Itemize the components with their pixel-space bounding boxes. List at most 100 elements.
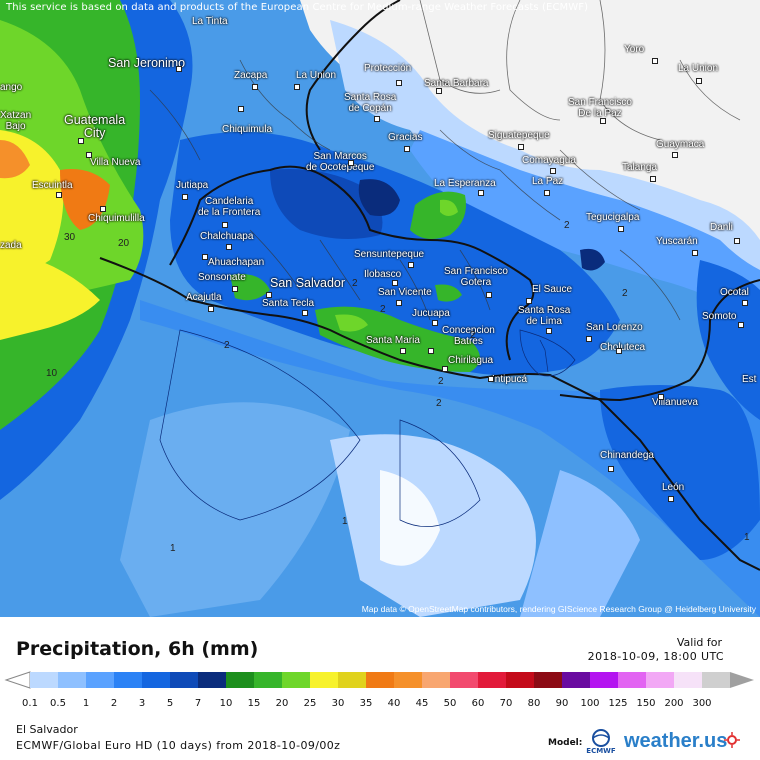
el-salvador-border	[169, 165, 535, 361]
city-label: La Union	[678, 63, 719, 74]
city-label: Ahuachapan	[208, 257, 265, 268]
brand-logo[interactable]: weather.us	[624, 730, 727, 753]
city-label: Santa Rosa de Lima	[518, 305, 571, 327]
city-marker	[668, 496, 674, 502]
legend-label: 300	[692, 698, 711, 709]
city-label: Villa Nueva	[90, 157, 141, 168]
legend-label: 200	[664, 698, 683, 709]
city-label: Santa Maria	[366, 335, 420, 346]
city-label: San Jeronimo	[108, 56, 186, 70]
city-marker	[404, 146, 410, 152]
city-label: Tegucigalpa	[586, 212, 640, 223]
city-marker	[176, 66, 182, 72]
legend-swatch	[590, 672, 618, 688]
city-label: Jutiapa	[176, 180, 209, 191]
city-marker	[222, 222, 228, 228]
legend-label: 30	[332, 698, 345, 709]
legend-label: 80	[528, 698, 541, 709]
city-label: La Esperanza	[434, 178, 496, 189]
city-label: San Francisco De la Paz	[568, 97, 632, 119]
city-marker	[652, 58, 658, 64]
legend-swatch	[562, 672, 590, 688]
heavy-rain-cell	[270, 169, 383, 239]
city-label: Sensuntepeque	[354, 249, 425, 260]
legend-label: 3	[139, 698, 145, 709]
very-heavy-rain-cell	[358, 179, 400, 216]
city-marker	[650, 176, 656, 182]
contour-value-label: 2	[622, 288, 628, 299]
southwestern-yellow	[0, 250, 100, 340]
legend-swatch	[310, 672, 338, 688]
valid-label: Valid for	[676, 636, 722, 649]
western-orange-core	[60, 169, 110, 230]
city-label: ango	[0, 82, 23, 93]
contour-value-label: 10	[46, 368, 58, 379]
contour-value-label: 2	[380, 304, 386, 315]
contour-value-label: 2	[224, 340, 230, 351]
city-label: San Salvador	[270, 276, 346, 290]
city-label: Santa Rosa de Copán	[344, 92, 397, 114]
city-marker	[408, 262, 414, 268]
legend-svg: 0.1 0.5 1 2 3 5 7 10 15 20 25 30 35 40 45 50 60 70 80 90 100…	[4, 671, 754, 709]
city-label: Gracias	[388, 132, 423, 143]
city-marker	[78, 138, 84, 144]
city-marker	[232, 286, 238, 292]
sun-icon	[724, 732, 740, 748]
legend-swatch	[478, 672, 506, 688]
city-marker	[544, 190, 550, 196]
city-marker	[400, 348, 406, 354]
city-label: Xatzan Bajo	[0, 110, 32, 132]
contour-value-label: 1	[744, 532, 750, 543]
admin-borders	[149, 0, 741, 321]
city-label: Chiquimula	[222, 124, 273, 135]
ecmwf-logo-text: ECMWF	[586, 747, 616, 755]
model-label: Model:	[548, 738, 583, 748]
legend-label: 60	[472, 698, 485, 709]
city-marker	[252, 84, 258, 90]
legend-swatch	[702, 672, 730, 688]
brand-text: weather.us	[624, 730, 728, 752]
city-label: Yoro	[624, 44, 645, 55]
city-label: Somoto	[702, 311, 737, 322]
city-marker	[478, 190, 484, 196]
honduras-nicaragua-border	[559, 279, 760, 402]
city-label: Chiquimulilla	[88, 213, 145, 224]
city-label: Chalchuapa	[200, 231, 254, 242]
legend-arrow-left	[4, 671, 31, 689]
western-orange-west	[0, 140, 30, 179]
city-marker	[396, 80, 402, 86]
city-marker	[56, 192, 62, 198]
contour-value-label: 2	[470, 330, 476, 341]
dry-patch	[380, 470, 440, 566]
legend-swatch	[450, 672, 478, 688]
city-label: Comayagua	[522, 155, 576, 166]
legend-label: 10	[220, 698, 233, 709]
city-label: La Union	[296, 70, 337, 81]
legend-swatch	[58, 672, 86, 688]
contour-value-label: 2	[564, 220, 570, 231]
city-label: La Tinta	[192, 16, 228, 27]
legend-label: 20	[276, 698, 289, 709]
city-label: Ocotal	[720, 287, 749, 298]
city-label: Santa Tecla	[262, 298, 315, 309]
city-label: San Marcos de Ocotepeque	[306, 151, 375, 173]
contour-value-label: 30	[64, 232, 76, 243]
city-marker	[442, 366, 448, 372]
city-label: Jucuapa	[412, 308, 450, 319]
legend-swatch	[394, 672, 422, 688]
rain-band	[410, 130, 760, 320]
city-label: Intipucá	[492, 374, 528, 385]
city-marker	[738, 322, 744, 328]
city-marker	[374, 116, 380, 122]
map-title: Precipitation, 6h (mm)	[16, 638, 259, 660]
city-marker	[546, 328, 552, 334]
legend-label: 70	[500, 698, 513, 709]
city-marker	[348, 160, 354, 166]
legend-swatch	[534, 672, 562, 688]
city-marker	[658, 394, 664, 400]
city-label: Chirilagua	[448, 355, 494, 366]
city-label: Acajutla	[186, 292, 222, 303]
rain-cell-sonsonate	[230, 274, 270, 301]
city-marker	[100, 206, 106, 212]
contour-value-label: 1	[170, 543, 176, 554]
